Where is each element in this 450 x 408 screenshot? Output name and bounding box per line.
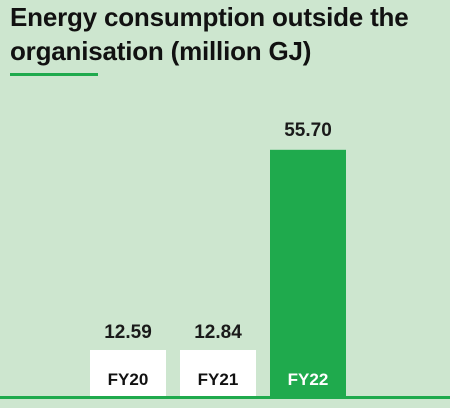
title-accent-line — [10, 73, 98, 76]
chart-title: Energy consumption outside the organisat… — [10, 2, 409, 66]
value-label-fy21: 12.84 — [194, 322, 242, 343]
chart-baseline — [0, 396, 450, 399]
bar-group-fy20: 12.59 FY20 — [90, 322, 166, 396]
value-label-fy20: 12.59 — [104, 322, 152, 343]
category-label-fy21: FY21 — [198, 370, 239, 389]
bar-group-fy21: 12.84 FY21 — [180, 322, 256, 396]
bar-fy21 — [180, 350, 256, 396]
value-label-fy22: 55.70 — [284, 120, 332, 141]
category-label-fy22: FY22 — [288, 370, 329, 389]
bar-group-fy22: 55.70 FY22 — [270, 120, 346, 396]
bar-fy20 — [90, 350, 166, 396]
bar-fy22 — [270, 149, 346, 396]
category-label-fy20: FY20 — [108, 370, 149, 389]
